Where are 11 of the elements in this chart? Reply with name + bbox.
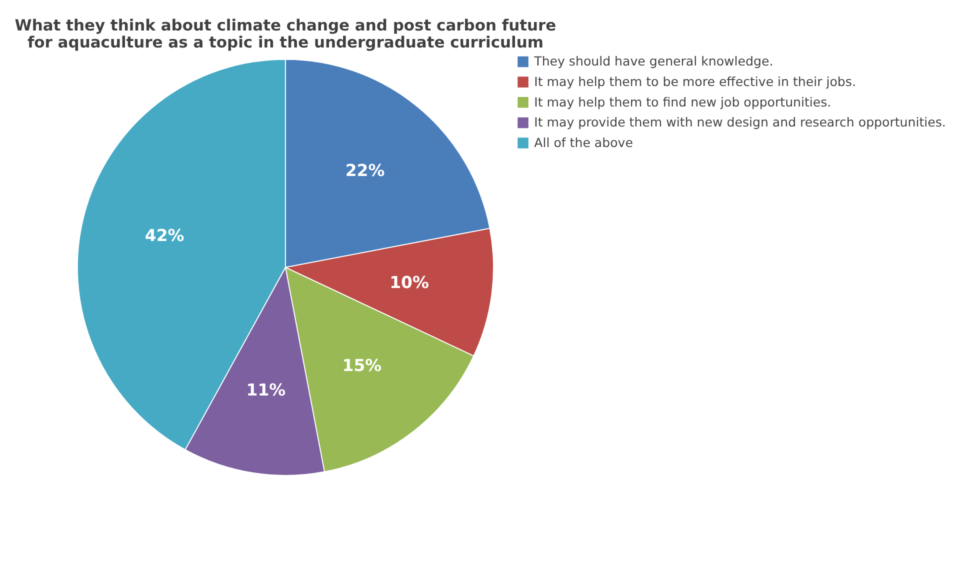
- data-label: 11%: [246, 380, 286, 400]
- legend-label: It may provide them with new design and research opportunities.: [534, 114, 946, 130]
- legend-label: They should have general knowledge.: [533, 54, 774, 69]
- data-label: 22%: [345, 161, 385, 180]
- legend-label: It may help them to find new job opportunities.: [534, 94, 832, 110]
- chart-title: What they think about climate change and post carbon future for aquaculture as a topic in the undergraduate curriculum: [14, 16, 556, 52]
- legend-label: All of the above: [534, 134, 634, 150]
- data-label: 10%: [390, 272, 429, 292]
- legend-label: It may help them to be more effective in their jobs.: [534, 74, 856, 89]
- data-label: 42%: [144, 226, 184, 246]
- data-label: 15%: [342, 356, 382, 375]
